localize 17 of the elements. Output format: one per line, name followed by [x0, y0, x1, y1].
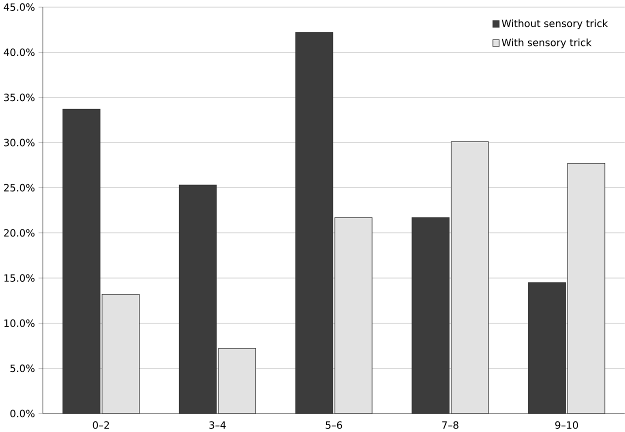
- y-tick-label: 40.0%: [4, 48, 35, 56]
- y-tick-label: 25.0%: [4, 184, 35, 192]
- x-tick-label: 0–2: [92, 421, 109, 429]
- y-tick-label: 0.0%: [10, 410, 35, 418]
- legend-label: Without sensory trick: [502, 19, 608, 30]
- y-tick-label: 45.0%: [4, 3, 35, 11]
- y-tick-label: 5.0%: [10, 364, 35, 372]
- x-tick-label: 9–10: [555, 421, 578, 429]
- y-tick-label: 15.0%: [4, 274, 35, 282]
- y-tick-label: 10.0%: [4, 319, 35, 327]
- x-tick-label: 5–6: [326, 421, 342, 429]
- y-tick-label: 30.0%: [4, 138, 35, 146]
- y-tick-label: 20.0%: [4, 228, 35, 237]
- legend-label: With sensory trick: [502, 38, 592, 48]
- y-tick-label: 35.0%: [4, 94, 35, 102]
- x-tick-label: 7–8: [442, 421, 458, 429]
- x-tick-label: 3–4: [209, 421, 226, 429]
